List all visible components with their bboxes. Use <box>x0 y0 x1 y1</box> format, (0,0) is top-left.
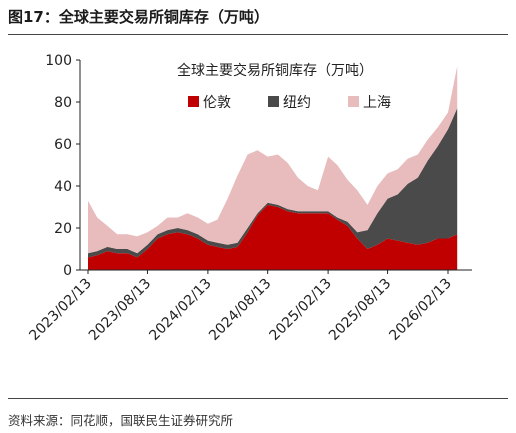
x-tick-label: 2025/08/13 <box>326 276 394 344</box>
source-note: 资料来源：同花顺，国联民生证券研究所 <box>8 413 234 428</box>
figure-title: 图17：全球主要交易所铜库存（万吨） <box>8 8 269 26</box>
area-series-3 <box>88 66 458 254</box>
legend-swatch <box>348 96 359 107</box>
y-tick-label: 0 <box>63 263 72 279</box>
x-tick-label: 2023/02/13 <box>26 276 94 344</box>
y-tick-label: 60 <box>54 137 72 153</box>
x-ticks: 2023/02/132023/08/132024/02/132024/08/13… <box>26 270 455 344</box>
area-series-2 <box>88 108 458 258</box>
x-tick-label: 2023/08/13 <box>86 276 154 344</box>
x-tick-label: 2026/02/13 <box>386 276 454 344</box>
y-ticks: 0 20 40 60 80 100 <box>45 53 80 279</box>
y-tick-label: 100 <box>45 53 72 69</box>
legend-label: 纽约 <box>283 95 311 111</box>
legend-label: 伦敦 <box>203 95 231 111</box>
legend-swatch <box>268 96 279 107</box>
legend-label: 上海 <box>363 95 391 111</box>
legend: 伦敦 纽约 上海 <box>188 95 391 111</box>
x-tick-label: 2025/02/13 <box>267 276 335 344</box>
x-tick-label: 2024/02/13 <box>146 276 214 344</box>
legend-swatch <box>188 96 199 107</box>
y-tick-label: 40 <box>54 179 72 195</box>
area-series-1 <box>88 204 458 270</box>
y-tick-label: 80 <box>54 95 72 111</box>
chart-title: 全球主要交易所铜库存（万吨） <box>177 62 373 79</box>
x-tick-label: 2024/08/13 <box>206 276 274 344</box>
series-areas <box>88 66 458 270</box>
source-divider <box>8 398 508 399</box>
y-tick-label: 20 <box>54 221 72 237</box>
title-divider <box>8 34 508 35</box>
